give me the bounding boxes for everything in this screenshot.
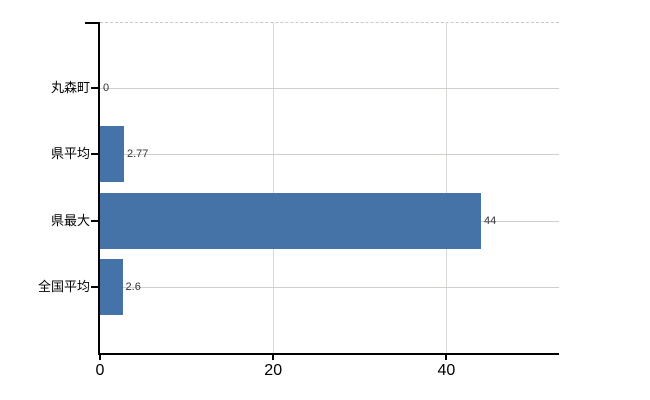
value-label: 2.6 xyxy=(125,280,141,293)
y-axis-tick xyxy=(91,153,98,156)
y-axis-line xyxy=(98,22,100,355)
plot-top-border xyxy=(100,22,559,23)
x-tick-label: 0 xyxy=(95,362,105,379)
value-label: 2.77 xyxy=(126,148,149,161)
bar-県平均[interactable] xyxy=(100,126,124,183)
category-label: 県最大 xyxy=(50,212,90,228)
x-axis-tick xyxy=(272,355,275,360)
category-label: 全国平均 xyxy=(37,278,90,294)
bar-全国平均[interactable] xyxy=(100,258,123,315)
bar-県最大[interactable] xyxy=(100,192,482,249)
x-axis-tick xyxy=(99,355,101,360)
x-axis-line xyxy=(98,353,559,355)
x-tick-label: 40 xyxy=(437,362,456,379)
x-tick-label: 20 xyxy=(264,362,283,379)
x-axis-tick xyxy=(445,355,448,360)
y-axis-tick xyxy=(91,87,98,90)
category-label: 県平均 xyxy=(50,146,90,162)
y-axis-top-tick xyxy=(85,22,98,24)
v-gridline xyxy=(446,22,448,353)
y-axis-tick xyxy=(91,219,98,222)
v-gridline xyxy=(273,22,275,353)
category-label: 丸森町 xyxy=(50,80,90,96)
h-gridline xyxy=(100,154,559,156)
value-label: 44 xyxy=(484,214,497,227)
value-label: 0 xyxy=(103,82,110,95)
h-gridline xyxy=(100,286,559,288)
y-axis-tick xyxy=(91,285,98,288)
h-gridline xyxy=(100,88,559,90)
